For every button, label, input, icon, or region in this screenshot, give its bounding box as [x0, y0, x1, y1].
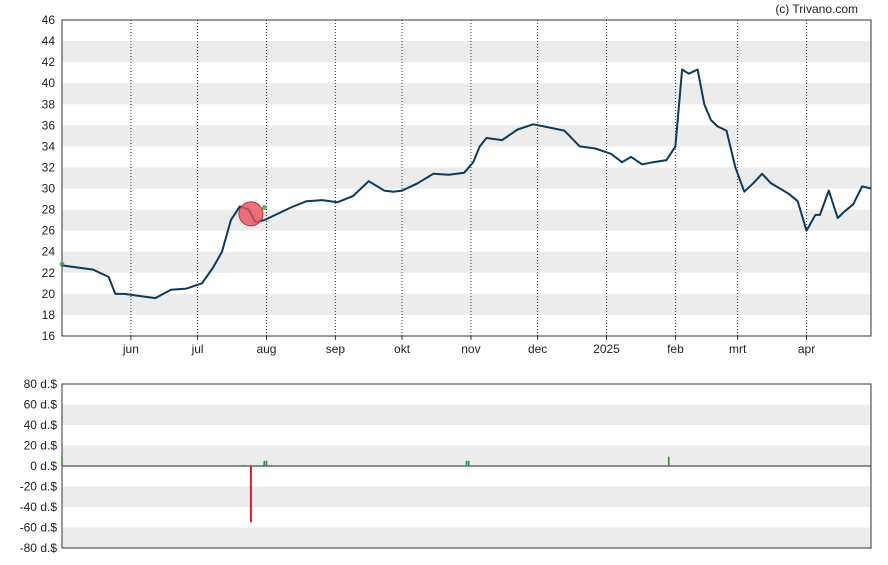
price-band [62, 125, 871, 147]
volume-y-tick: -80 d.$ [20, 541, 58, 555]
price-x-tick: nov [461, 342, 480, 356]
price-x-tick: okt [394, 342, 411, 356]
price-band [62, 167, 871, 189]
volume-y-tick: 0 d.$ [30, 459, 57, 473]
price-x-tick: aug [256, 342, 276, 356]
price-panel: 16 18 20 22 24 26 28 30 32 34 36 38 40 42 44 46 jun jul au… [42, 13, 872, 356]
price-y-tick: 40 [42, 76, 56, 90]
price-x-tick: apr [798, 342, 815, 356]
price-y-tick: 38 [42, 97, 56, 111]
price-y-tick: 42 [42, 55, 56, 69]
price-x-tick: feb [667, 342, 684, 356]
price-band [62, 293, 871, 315]
volume-y-tick: -60 d.$ [20, 521, 58, 535]
price-y-tick: 22 [42, 266, 56, 280]
volume-y-tick: 60 d.$ [24, 398, 58, 412]
price-x-tick: mrt [729, 342, 747, 356]
price-y-tick: 32 [42, 160, 56, 174]
price-x-tick: jun [122, 342, 139, 356]
volume-panel: 80 d.$ 60 d.$ 40 d.$ 20 d.$ 0 d.$ -20 d.$ -40 … [20, 377, 872, 555]
price-x-tick: 2025 [593, 342, 620, 356]
price-band [62, 83, 871, 105]
sell-marker [238, 201, 264, 227]
volume-y-tick: 80 d.$ [24, 377, 58, 391]
volume-y-tick: 40 d.$ [24, 418, 58, 432]
price-frame [61, 19, 872, 337]
price-line [61, 68, 872, 300]
buy-marker [261, 204, 267, 210]
price-y-tick: 24 [42, 245, 56, 259]
credit-label: (c) Trivano.com [775, 2, 858, 16]
price-y-tick: 34 [42, 139, 56, 153]
price-y-tick: 44 [42, 34, 56, 48]
price-y-tick: 28 [42, 203, 56, 217]
price-x-tick: sep [326, 342, 346, 356]
volume-band [62, 527, 871, 548]
volume-band [62, 404, 871, 425]
price-y-tick: 16 [42, 329, 56, 343]
price-y-tick: 18 [42, 308, 56, 322]
price-x-tick: jul [191, 342, 204, 356]
price-x-tick: dec [528, 342, 547, 356]
volume-y-tick: 20 d.$ [24, 439, 58, 453]
price-y-tick: 20 [42, 287, 56, 301]
price-y-tick: 46 [42, 13, 56, 27]
price-band [62, 209, 871, 231]
price-y-tick: 30 [42, 182, 56, 196]
volume-band [62, 486, 871, 507]
price-y-tick: 26 [42, 224, 56, 238]
volume-y-tick: -40 d.$ [20, 500, 58, 514]
price-band [62, 41, 871, 63]
price-y-tick: 36 [42, 118, 56, 132]
volume-y-tick: -20 d.$ [20, 480, 58, 494]
buy-marker [59, 261, 65, 267]
price-band [62, 251, 871, 273]
